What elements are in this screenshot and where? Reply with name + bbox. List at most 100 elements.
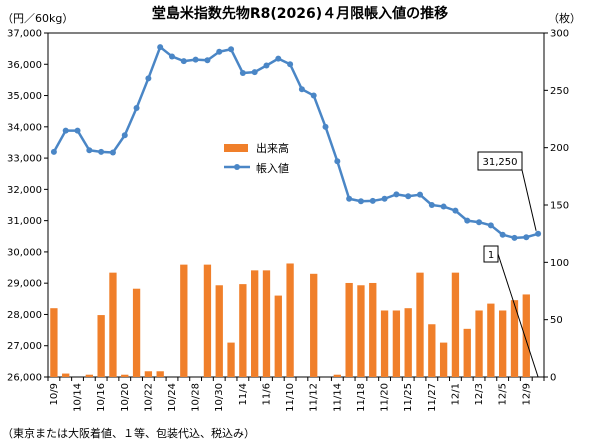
price-point xyxy=(476,219,483,226)
left-axis-unit: （円／60kg） xyxy=(2,12,73,25)
left-tick-label: 27,000 xyxy=(7,341,42,352)
price-point xyxy=(192,56,199,63)
bar xyxy=(251,270,259,377)
right-tick-label: 200 xyxy=(550,143,569,154)
legend-bar-label: 出来高 xyxy=(256,141,289,155)
legend-bar-swatch xyxy=(224,144,248,152)
bar xyxy=(132,288,141,377)
price-point xyxy=(298,86,305,93)
left-tick-label: 37,000 xyxy=(7,29,42,40)
price-point xyxy=(523,234,530,241)
x-tick-label: 10/9 xyxy=(49,383,60,405)
price-point xyxy=(346,195,353,202)
price-point xyxy=(487,222,494,229)
bar xyxy=(50,308,58,377)
price-point xyxy=(287,61,294,68)
left-tick-label: 35,000 xyxy=(7,91,42,102)
bar xyxy=(380,310,389,377)
left-tick-label: 31,000 xyxy=(7,216,42,227)
bar xyxy=(522,294,530,377)
chart-title: 堂島米指数先物R8(2026)４月限帳入値の推移 xyxy=(152,5,448,22)
price-point xyxy=(50,148,57,155)
price-callout-label: 31,250 xyxy=(483,157,518,168)
left-tick-label: 32,000 xyxy=(7,185,42,196)
legend: 出来高 帳入値 xyxy=(220,138,306,178)
left-tick-label: 26,000 xyxy=(7,373,42,384)
price-point xyxy=(145,75,152,82)
price-point xyxy=(464,217,471,224)
bar xyxy=(475,310,483,377)
footnote: （東京または大阪着値、１等、包装代込、税込み） xyxy=(2,426,255,440)
price-point xyxy=(74,127,81,134)
price-point xyxy=(357,198,364,205)
x-tick-label: 10/16 xyxy=(96,383,107,412)
price-callout-box xyxy=(477,151,523,171)
x-tick-label: 12/5 xyxy=(498,383,509,405)
left-tick-label: 28,000 xyxy=(7,310,42,321)
x-tick-label: 12/3 xyxy=(474,383,485,405)
bar xyxy=(203,264,212,377)
price-point xyxy=(239,70,246,77)
price-point xyxy=(216,48,223,55)
left-tick-label: 29,000 xyxy=(7,279,42,290)
bar xyxy=(121,374,129,377)
x-tick-label: 11/12 xyxy=(309,383,320,412)
bar xyxy=(510,300,519,377)
bar xyxy=(109,272,117,377)
bar xyxy=(333,374,341,377)
bar xyxy=(144,371,153,377)
volume-callout-leader xyxy=(497,253,539,378)
x-tick-label: 10/24 xyxy=(167,383,178,412)
left-tick-label: 34,000 xyxy=(7,122,42,133)
bar xyxy=(227,342,235,377)
bar xyxy=(262,270,271,377)
bar xyxy=(62,373,70,377)
x-tick-label: 10/28 xyxy=(191,383,202,412)
price-point xyxy=(109,149,116,156)
bar xyxy=(310,273,318,377)
price-point xyxy=(204,57,211,64)
bar xyxy=(369,282,377,377)
annotations: 31,250 1 xyxy=(477,151,539,378)
bar xyxy=(392,310,401,377)
bar xyxy=(451,272,460,377)
price-point xyxy=(62,127,69,134)
bar xyxy=(180,264,188,377)
bar xyxy=(345,282,353,377)
x-tick-label: 11/10 xyxy=(285,383,296,412)
right-tick-label: 50 xyxy=(550,315,563,326)
price-point xyxy=(417,191,423,198)
right-axis-unit: （枚） xyxy=(548,11,581,25)
price-point xyxy=(405,193,412,200)
line-series xyxy=(50,44,542,241)
legend-line-label: 帳入値 xyxy=(256,161,289,175)
price-callout-leader xyxy=(521,169,537,231)
x-tick-label: 11/14 xyxy=(332,383,343,412)
right-tick-label: 150 xyxy=(550,201,569,212)
x-tick-label: 11/20 xyxy=(380,383,391,412)
price-point xyxy=(310,92,317,99)
price-point xyxy=(393,191,400,198)
right-tick-label: 0 xyxy=(550,373,556,384)
plot-area xyxy=(47,32,545,378)
price-point xyxy=(334,158,341,165)
legend-line-marker xyxy=(234,164,240,170)
bar xyxy=(239,284,247,377)
bar-series xyxy=(50,263,530,377)
bar xyxy=(416,272,424,377)
price-point xyxy=(452,207,459,214)
x-tick-label: 11/6 xyxy=(261,383,272,405)
x-tick-label: 10/14 xyxy=(73,383,84,412)
bar xyxy=(286,263,294,377)
right-tick-label: 100 xyxy=(550,258,569,269)
bar xyxy=(85,374,93,377)
left-tick-label: 36,000 xyxy=(7,60,42,71)
x-tick-label: 12/1 xyxy=(450,383,461,405)
bar xyxy=(156,371,164,377)
price-point xyxy=(535,230,542,237)
price-point xyxy=(369,197,376,204)
right-tick-label: 250 xyxy=(550,86,569,97)
price-point xyxy=(428,202,435,208)
left-tick-label: 33,000 xyxy=(7,154,42,165)
